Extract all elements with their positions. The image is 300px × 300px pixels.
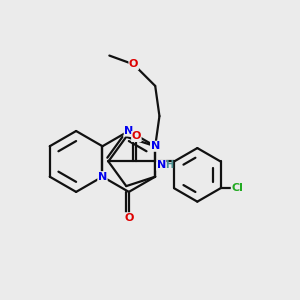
- Text: O: O: [129, 59, 138, 69]
- Text: O: O: [124, 213, 134, 223]
- Text: N: N: [98, 172, 107, 182]
- Text: O: O: [132, 131, 141, 142]
- Text: N: N: [151, 141, 160, 151]
- Text: N: N: [124, 126, 134, 136]
- Text: N: N: [157, 160, 166, 170]
- Text: Cl: Cl: [231, 183, 243, 193]
- Text: H: H: [165, 160, 173, 170]
